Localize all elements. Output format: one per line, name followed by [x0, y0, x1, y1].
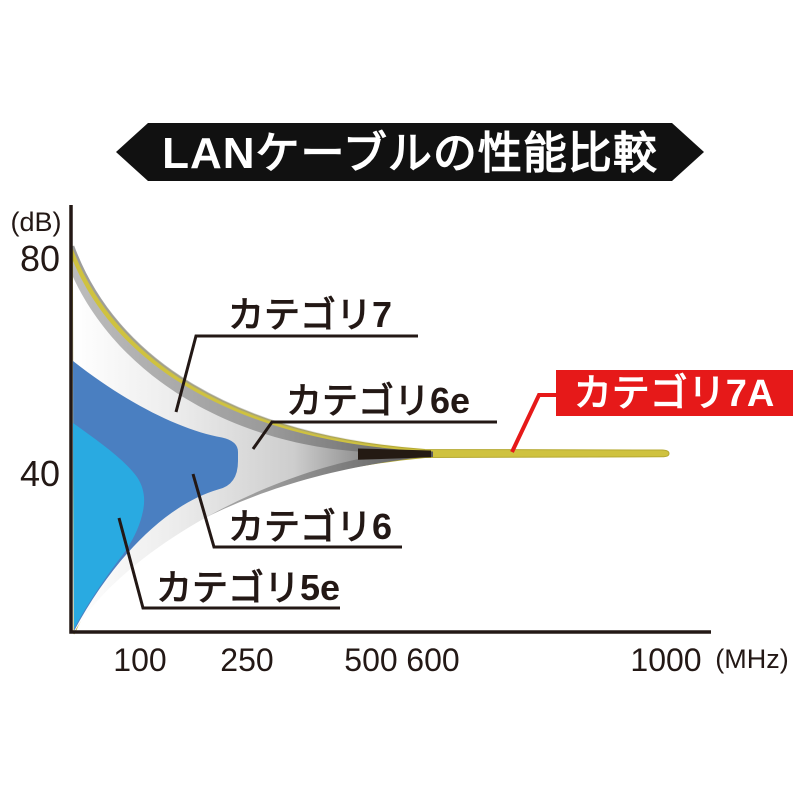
axis-lines: [69, 205, 711, 634]
leader-line-cat7a: [510, 393, 556, 453]
label-cat7: カテゴリ7: [228, 294, 392, 335]
leader-line-cat6: [191, 473, 402, 549]
band-cat7a-outer-edge: [71, 245, 426, 451]
y-tick-40: 40: [20, 453, 60, 494]
label-cat6e: カテゴリ6e: [286, 380, 470, 421]
x-axis-unit: (MHz): [715, 644, 788, 674]
x-tick-100: 100: [113, 642, 166, 678]
annotation-group: カテゴリ7 カテゴリ6e カテゴリ6 カテゴリ5e カテゴリ7A: [117, 294, 793, 610]
x-tick-250: 250: [220, 642, 273, 678]
x-tick-600: 600: [406, 642, 459, 678]
band-dark-tip-bar: [358, 448, 431, 460]
page-title: LANケーブルの性能比較: [162, 128, 658, 178]
y-axis-unit: (dB): [10, 207, 61, 237]
highlight-box-cat7a: [556, 370, 793, 416]
leader-line-cat6e: [251, 420, 497, 450]
title-banner: [116, 123, 704, 181]
label-cat7a: カテゴリ7A: [574, 372, 775, 415]
label-cat6: カテゴリ6: [228, 506, 392, 547]
label-cat5e: カテゴリ5e: [156, 567, 340, 608]
y-tick-80: 80: [20, 238, 60, 279]
x-tick-1000: 1000: [630, 642, 701, 678]
band-cat5e: [73, 423, 145, 629]
x-tick-500: 500: [344, 642, 397, 678]
leader-line-cat7: [174, 334, 418, 413]
leader-line-cat5e: [117, 517, 340, 610]
